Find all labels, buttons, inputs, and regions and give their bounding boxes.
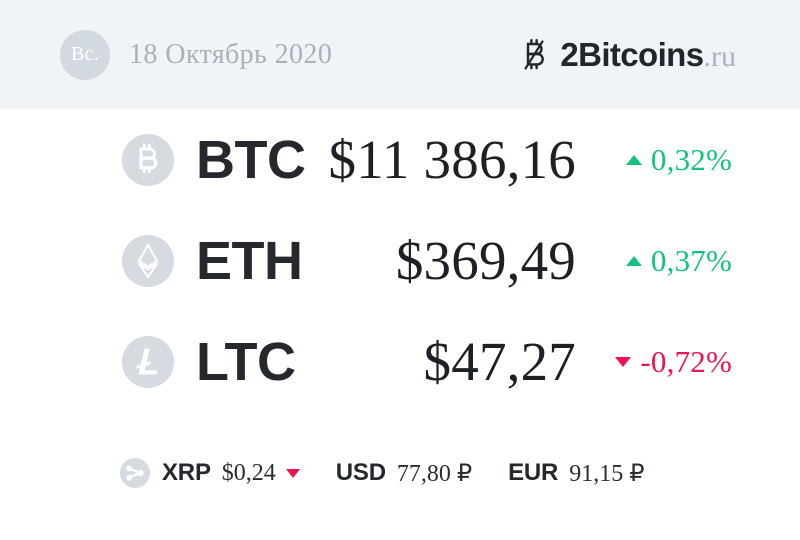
coin-row-ltc[interactable]: LTC $47,27 -0,72%: [0, 311, 800, 412]
arrow-down-icon: [615, 356, 632, 367]
coin-price-eth: $369,49: [395, 230, 576, 291]
secondary-rates-strip: XRP $0,24 USD 77,80 ₽ EUR 91,15 ₽: [0, 443, 800, 503]
mini-label-eur: EUR: [508, 459, 559, 486]
mini-label-xrp: XRP: [162, 459, 211, 486]
coin-price-btc: $11 386,16: [328, 129, 576, 190]
mini-value-eur: 91,15 ₽: [569, 460, 645, 487]
coin-price-ltc: $47,27: [423, 331, 576, 392]
current-date: 18 Октябрь 2020: [129, 38, 333, 70]
coin-change-value-eth: 0,37%: [650, 242, 732, 278]
arrow-up-icon: [625, 154, 642, 165]
coin-row-eth[interactable]: ETH $369,49 0,37%: [0, 210, 800, 311]
logo-name-text: 2Bitcoins: [560, 35, 704, 73]
mini-item-usd[interactable]: USD 77,80 ₽: [336, 459, 472, 488]
mini-item-xrp[interactable]: XRP $0,24: [120, 458, 300, 488]
widget-header: Вс. 18 Октябрь 2020 2Bitcoins.ru: [0, 0, 800, 109]
bitcoin-icon: [122, 133, 174, 186]
ethereum-icon: [122, 234, 174, 287]
coin-change-ltc: -0,72%: [615, 344, 732, 380]
bitcoin-logo-icon: [520, 38, 548, 72]
logo-tld-text: .ru: [703, 39, 737, 73]
arrow-up-icon: [625, 255, 642, 266]
coin-row-btc[interactable]: BTC $11 386,16 0,32%: [0, 109, 800, 210]
mini-item-eur[interactable]: EUR 91,15 ₽: [508, 459, 644, 488]
coin-change-btc: 0,32%: [625, 141, 732, 178]
coin-change-eth: 0,37%: [625, 242, 732, 279]
coin-change-value-ltc: -0,72%: [640, 343, 732, 379]
coin-ticker-eth: ETH: [196, 230, 303, 291]
coin-ticker-ltc: LTC: [196, 331, 296, 392]
header-date-group: Вс. 18 Октябрь 2020: [60, 29, 333, 80]
ripple-icon: [120, 458, 150, 488]
mini-value-usd: 77,80 ₽: [396, 460, 473, 487]
site-logo[interactable]: 2Bitcoins.ru: [520, 36, 736, 74]
day-of-week-badge: Вс.: [60, 29, 110, 80]
mini-value-xrp: $0,24: [221, 459, 276, 486]
arrow-down-icon: [285, 468, 300, 478]
coin-change-value-btc: 0,32%: [650, 141, 732, 177]
litecoin-icon: [122, 335, 174, 388]
coin-list: BTC $11 386,16 0,32% ETH $369,49: [0, 109, 800, 412]
coin-ticker-btc: BTC: [196, 129, 306, 190]
mini-label-usd: USD: [335, 459, 386, 486]
logo-brand-name: 2Bitcoins.ru: [560, 36, 736, 74]
